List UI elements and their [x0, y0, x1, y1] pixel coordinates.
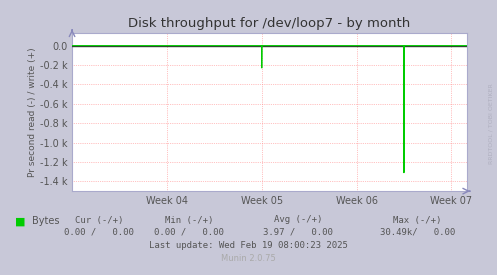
Text: Bytes: Bytes: [32, 216, 60, 226]
Y-axis label: Pr second read (-) / write (+): Pr second read (-) / write (+): [28, 47, 37, 177]
Text: ■: ■: [15, 216, 25, 226]
Text: 0.00 /   0.00: 0.00 / 0.00: [154, 228, 224, 237]
Text: Avg (-/+): Avg (-/+): [274, 216, 323, 224]
Text: 0.00 /   0.00: 0.00 / 0.00: [65, 228, 134, 237]
Text: Max (-/+): Max (-/+): [393, 216, 442, 224]
Text: RRDTOOL / TOBI OETIKER: RRDTOOL / TOBI OETIKER: [489, 83, 494, 164]
Text: 3.97 /   0.00: 3.97 / 0.00: [263, 228, 333, 237]
Text: 30.49k/   0.00: 30.49k/ 0.00: [380, 228, 455, 237]
Text: Min (-/+): Min (-/+): [165, 216, 213, 224]
Text: Last update: Wed Feb 19 08:00:23 2025: Last update: Wed Feb 19 08:00:23 2025: [149, 241, 348, 250]
Title: Disk throughput for /dev/loop7 - by month: Disk throughput for /dev/loop7 - by mont…: [129, 17, 411, 31]
Text: Munin 2.0.75: Munin 2.0.75: [221, 254, 276, 263]
Text: Cur (-/+): Cur (-/+): [75, 216, 124, 224]
